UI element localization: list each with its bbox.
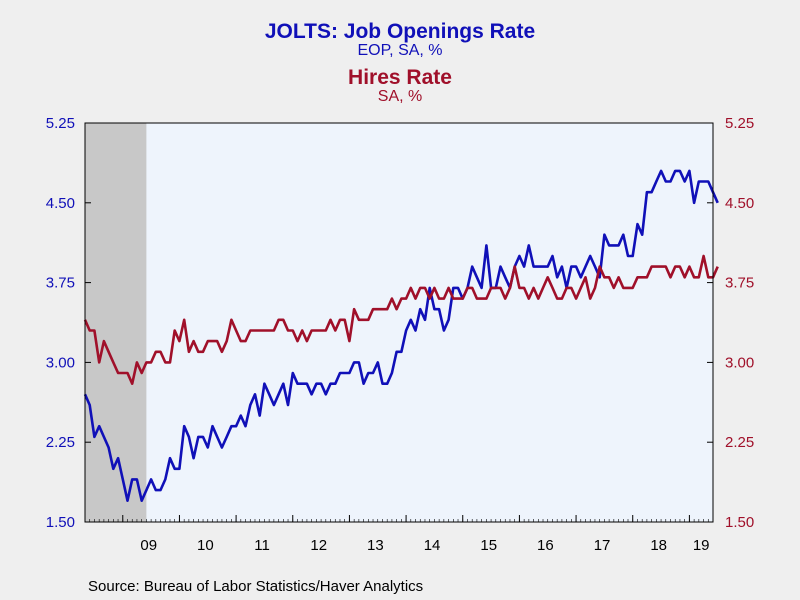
x-tick-label: 16 xyxy=(537,537,554,554)
y-left-tick-label: 3.00 xyxy=(46,354,75,371)
x-tick-label: 12 xyxy=(310,537,327,554)
x-tick-label: 10 xyxy=(197,537,214,554)
x-tick-label: 15 xyxy=(480,537,497,554)
source-note: Source: Bureau of Labor Statistics/Haver… xyxy=(88,578,424,595)
y-right-tick-label: 1.50 xyxy=(725,514,754,531)
series1-subtitle: EOP, SA, % xyxy=(357,42,443,59)
y-right-tick-label: 4.50 xyxy=(725,195,754,212)
series2-title: Hires Rate xyxy=(348,66,452,89)
recession-band xyxy=(85,123,147,522)
x-tick-label: 14 xyxy=(424,537,441,554)
x-tick-label: 13 xyxy=(367,537,384,554)
series1-title: JOLTS: Job Openings Rate xyxy=(264,20,536,43)
y-left-tick-label: 3.75 xyxy=(46,275,75,292)
y-left-tick-label: 2.25 xyxy=(46,434,75,451)
x-tick-label: 18 xyxy=(650,537,667,554)
y-left-tick-label: 1.50 xyxy=(46,514,75,531)
y-right-tick-label: 3.75 xyxy=(725,275,754,292)
series-line-1 xyxy=(83,169,719,503)
series-line-2 xyxy=(83,254,719,386)
y-left-tick-label: 4.50 xyxy=(46,195,75,212)
x-tick-label: 19 xyxy=(693,537,710,554)
x-tick-label: 09 xyxy=(140,537,157,554)
y-right-tick-label: 2.25 xyxy=(725,434,754,451)
y-right-tick-label: 5.25 xyxy=(725,115,754,132)
y-left-tick-label: 5.25 xyxy=(46,115,75,132)
plot-frame xyxy=(84,122,714,523)
x-tick-label: 11 xyxy=(254,537,270,554)
y-right-tick-label: 3.00 xyxy=(725,354,754,371)
series2-subtitle: SA, % xyxy=(377,88,423,105)
plot-area xyxy=(85,123,713,522)
x-tick-label: 17 xyxy=(594,537,611,554)
